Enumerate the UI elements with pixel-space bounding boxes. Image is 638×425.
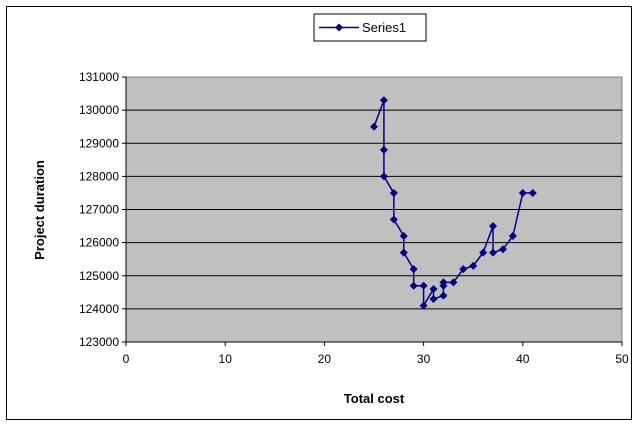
data-point [389,215,398,224]
data-point [389,188,398,197]
x-tick-label: 10 [219,352,233,366]
data-point [429,285,438,293]
x-tick-label: 0 [123,352,130,366]
data-point [399,232,408,240]
data-point [479,248,488,257]
legend-label: Series1 [362,20,406,35]
y-tick-label: 127000 [79,203,119,217]
legend: Series1 [313,13,427,42]
x-tick-label: 50 [615,352,629,366]
data-point [379,145,388,154]
chart-area: 123000 124000 125000 126000 127000 128000 1290… [6,6,632,420]
series-points [370,96,537,310]
data-point [469,261,478,270]
data-point [419,301,428,310]
data-point [528,188,537,197]
data-point [498,245,507,254]
data-point [489,222,498,231]
x-tick-label: 40 [516,352,530,366]
x-axis-title: Total cost [344,391,405,406]
y-tick-label: 126000 [79,236,119,250]
data-point [379,96,388,105]
legend-marker [335,23,343,32]
y-tick-label: 129000 [79,136,119,150]
x-tick-label: 30 [417,352,431,366]
x-tick-label: 20 [318,352,332,366]
y-tick-label: 123000 [79,335,119,349]
data-point [370,122,378,131]
data-point [508,232,517,240]
y-axis-title: Project duration [32,160,47,260]
grid-lines [126,109,622,310]
y-tick-label: 131000 [79,70,119,84]
data-point [439,291,448,300]
data-point [429,294,438,303]
y-tick-label: 128000 [79,169,119,183]
data-point [518,188,527,197]
data-point [379,172,388,181]
y-axis-ticks: 123000 124000 125000 126000 127000 128000 1290… [79,70,127,349]
data-point [439,278,448,287]
data-point [449,278,458,287]
data-point [409,265,418,274]
y-tick-label: 125000 [79,269,119,283]
chart: 123000 124000 125000 126000 127000 128000 1290… [32,13,629,406]
data-point [409,281,418,290]
data-point [419,281,428,290]
data-point [489,248,498,257]
y-tick-label: 124000 [79,302,119,316]
x-axis-ticks: 0 10 20 30 40 50 [123,341,629,366]
data-point [459,265,468,274]
data-point [399,248,408,257]
y-tick-label: 130000 [79,103,119,117]
